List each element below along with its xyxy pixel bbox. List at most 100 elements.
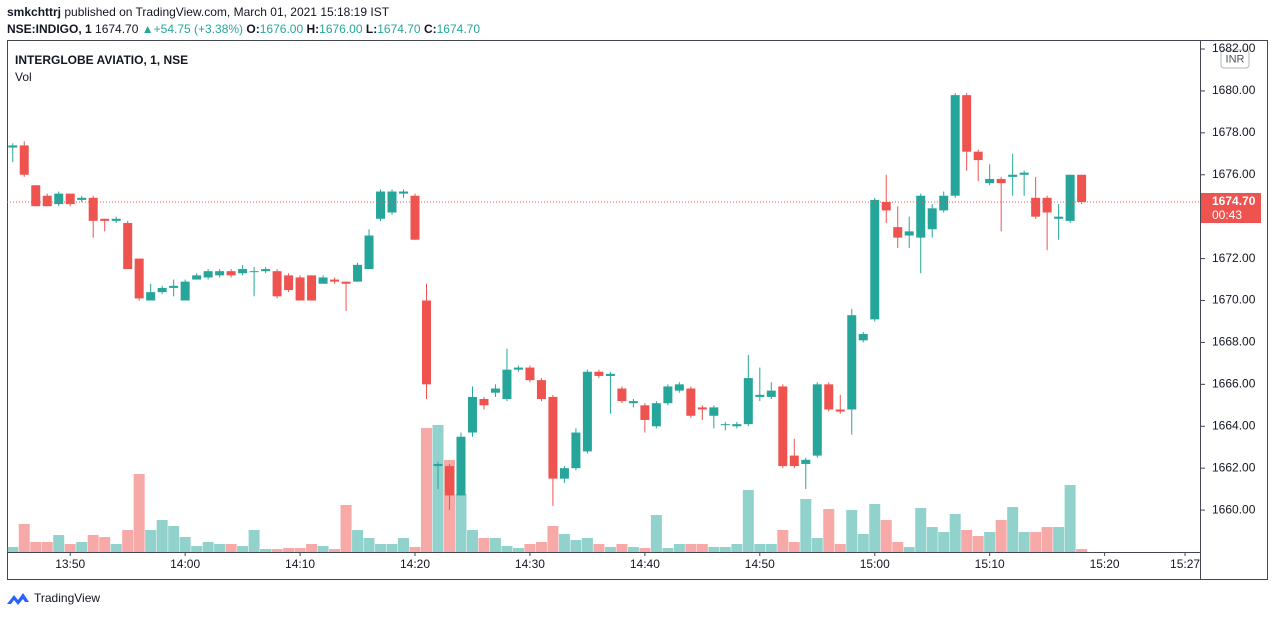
volume-bar xyxy=(64,544,76,552)
volume-bar xyxy=(202,542,214,552)
volume-bar xyxy=(673,544,685,552)
candle-body xyxy=(548,396,558,479)
volume-bar xyxy=(938,532,950,552)
candle-body xyxy=(1054,216,1064,219)
currency: INR xyxy=(1226,53,1245,65)
y-tick-label: 1662.00 xyxy=(1212,460,1256,474)
candle-body xyxy=(376,191,386,219)
legend-vol: Vol xyxy=(15,70,32,84)
volume-bar xyxy=(478,538,490,552)
volume-bar xyxy=(765,544,777,552)
h-label: H: xyxy=(306,22,320,36)
candle-body xyxy=(525,367,535,381)
candle-body xyxy=(1008,174,1018,177)
volume-bar xyxy=(489,538,501,552)
volume-bar xyxy=(811,538,823,552)
candle-body xyxy=(249,271,259,273)
candle-body xyxy=(318,277,328,284)
volume-bar xyxy=(191,546,203,552)
volume-bar xyxy=(616,544,628,552)
volume-bar xyxy=(76,542,88,552)
candle-body xyxy=(284,275,294,291)
volume-bar xyxy=(984,532,996,552)
volume-bar xyxy=(685,544,697,552)
candle-body xyxy=(755,394,765,397)
volume-bar xyxy=(719,547,731,552)
y-tick-label: 1672.00 xyxy=(1212,251,1256,265)
candle-body xyxy=(123,222,133,270)
x-tick-label: 15:00 xyxy=(860,557,890,571)
candle-body xyxy=(1077,174,1087,203)
candle-body xyxy=(467,396,477,433)
candle-body xyxy=(812,384,822,456)
candle-body xyxy=(410,195,420,240)
candle-body xyxy=(985,178,995,184)
volume-bar xyxy=(466,530,478,552)
y-tick-label: 1666.00 xyxy=(1212,377,1256,391)
publisher: smkchttrj xyxy=(7,5,62,19)
quote-line: NSE:INDIGO, 1 1674.70 ▲+54.75 (+3.38%) O… xyxy=(7,21,480,38)
y-tick-label: 1680.00 xyxy=(1212,83,1256,97)
volume-bar xyxy=(317,546,329,552)
volume-bar xyxy=(168,526,180,552)
volume-bar xyxy=(122,530,134,552)
candle-body xyxy=(490,388,500,393)
volume-bar xyxy=(294,548,306,552)
volume-bar xyxy=(949,514,961,552)
volume-bar xyxy=(869,504,881,552)
candle-body xyxy=(42,195,52,207)
volume-bar xyxy=(961,530,973,552)
volume-bar xyxy=(375,544,387,552)
volume-bar xyxy=(53,535,65,552)
candle-body xyxy=(215,271,225,276)
candle-body xyxy=(709,407,719,416)
y-tick-label: 1670.00 xyxy=(1212,293,1256,307)
candle-body xyxy=(858,334,868,341)
y-tick-label: 1678.00 xyxy=(1212,125,1256,139)
candle-body xyxy=(686,388,696,416)
volume-bar xyxy=(352,530,364,552)
volume-bar xyxy=(133,474,145,552)
price-tag xyxy=(1201,193,1261,224)
candle-body xyxy=(881,202,891,211)
volume-bar xyxy=(225,544,237,552)
candle-body xyxy=(261,269,271,272)
candle-body xyxy=(502,369,512,400)
volume-bar xyxy=(570,540,582,552)
candle-body xyxy=(743,378,753,425)
volume-bar xyxy=(754,544,766,552)
volume-bar xyxy=(1076,549,1088,552)
volume-bar xyxy=(788,542,800,552)
candle-body xyxy=(559,468,569,479)
volume-bar xyxy=(421,428,433,552)
volume-bar xyxy=(558,534,570,552)
volume-bar xyxy=(1053,527,1065,552)
c: 1674.70 xyxy=(436,22,481,36)
volume-bar xyxy=(1018,532,1030,552)
volume-bar xyxy=(524,544,536,552)
candle-body xyxy=(628,401,638,404)
candle-body xyxy=(422,300,432,385)
candle-body xyxy=(916,195,926,238)
volume-bar xyxy=(650,515,662,552)
volume-bar xyxy=(834,544,846,552)
volume-bar xyxy=(7,547,19,552)
candle-body xyxy=(272,271,282,297)
candle-body xyxy=(996,178,1006,184)
volume-bar xyxy=(99,537,111,552)
candle-body xyxy=(927,208,937,230)
volume-bar xyxy=(145,530,157,552)
candle-body xyxy=(111,218,121,221)
x-tick-label: 13:50 xyxy=(55,557,85,571)
candle-body xyxy=(341,281,351,284)
l: 1674.70 xyxy=(377,22,421,36)
volume-bar xyxy=(512,548,524,552)
logo xyxy=(7,593,29,605)
candle-body xyxy=(674,384,684,391)
arrow: ▲ xyxy=(141,22,154,36)
header: smkchttrj published on TradingView.com, … xyxy=(7,4,480,38)
candle-body xyxy=(847,315,857,410)
volume-bar xyxy=(1007,507,1019,552)
volume-bar xyxy=(903,547,915,552)
candle-body xyxy=(364,235,374,270)
